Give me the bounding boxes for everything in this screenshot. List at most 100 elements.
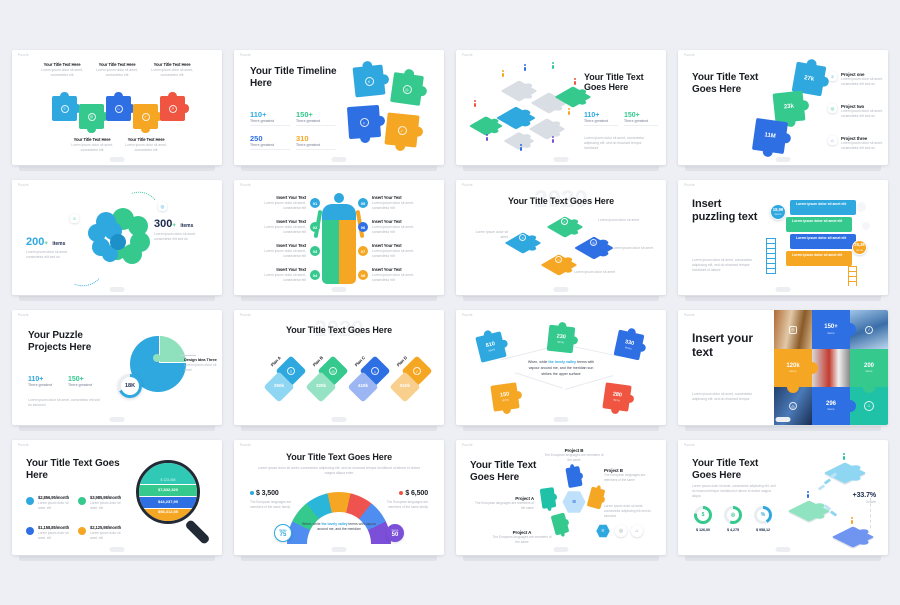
frame-label: Puzzle bbox=[462, 183, 473, 187]
body-silhouette bbox=[334, 193, 344, 203]
slide-thumbnail-15[interactable]: Puzzle Your Title Text Goes Here ≡ Proje… bbox=[456, 440, 666, 561]
gauge-badge: items 50 bbox=[386, 524, 404, 542]
label: Lorem ipsum dolor sit amet bbox=[612, 246, 653, 250]
photo-tile bbox=[812, 349, 850, 387]
gauge-badge: items 75 bbox=[274, 524, 292, 542]
slide-title: Your Title Text Goes Here bbox=[584, 72, 644, 93]
project-label: Project B The European languages are mem… bbox=[544, 448, 604, 462]
donut-chart: % bbox=[754, 506, 772, 524]
stat: 150+ There greatest bbox=[296, 110, 336, 126]
stat: 150+ There greatest bbox=[624, 112, 658, 126]
person-figure bbox=[574, 78, 576, 85]
donut-chart: $ bbox=[694, 506, 712, 524]
frame-label: Puzzle bbox=[462, 313, 473, 317]
slide-thumbnail-8[interactable]: Puzzle Insert puzzling text Lorem ipsum … bbox=[678, 180, 888, 301]
slide-nav-pill bbox=[331, 287, 347, 292]
growth-stat: +33.7% Growth bbox=[852, 492, 876, 505]
slide-title: Your Title Text Goes Here bbox=[470, 460, 537, 483]
slide-thumbnail-4[interactable]: Puzzle Your Title Text Goes Here 27k 23k… bbox=[678, 50, 888, 171]
callout-line bbox=[180, 355, 196, 356]
ladder-illustration bbox=[848, 266, 857, 286]
slide-thumbnail-16[interactable]: Puzzle Your Title Text Goes Here Lorem i… bbox=[678, 440, 888, 561]
puzzle-piece-icon: ✓ bbox=[384, 112, 420, 148]
frame-label: Puzzle bbox=[240, 53, 251, 57]
slide-thumbnail-9[interactable]: Puzzle Your Puzzle Projects Here 110+ Th… bbox=[12, 310, 222, 431]
stat: 150+ There greatest bbox=[68, 376, 93, 387]
slide-title: Your Title Text Goes Here bbox=[26, 458, 120, 481]
stat-block: $ 3,500 The European languages are membe… bbox=[250, 490, 292, 509]
bullet-icon bbox=[26, 497, 34, 505]
label: Lorem ipsum dolor sit amet bbox=[598, 218, 639, 222]
slide-thumbnail-7[interactable]: Puzzle 2020 Your Title Text Goes Here ✓ … bbox=[456, 180, 666, 301]
text-block: Your Title Text Here Lorem ipsum dolor s… bbox=[96, 62, 138, 77]
step-dash bbox=[829, 510, 838, 517]
slide-nav-pill bbox=[109, 287, 125, 292]
user-icon: ◎ bbox=[615, 525, 627, 537]
puzzle-platform bbox=[831, 526, 875, 548]
paragraph: When, while the lovely valley teems with… bbox=[302, 522, 376, 532]
ghost-year: 2020 bbox=[534, 186, 588, 213]
slide-thumbnail-14[interactable]: Puzzle Your Title Text Goes Here Lorem i… bbox=[234, 440, 444, 561]
icon-tile: ⌂ bbox=[850, 387, 888, 425]
paragraph: Lorem ipsum dolor sit amet, consectetur … bbox=[584, 136, 645, 151]
slide-nav-pill bbox=[109, 157, 125, 162]
stat: 110+ There greatest bbox=[250, 110, 290, 126]
list-item: Insert Your Text Lorem ipsum dolor sit am… bbox=[372, 267, 414, 282]
frame-label: Puzzle bbox=[240, 443, 251, 447]
text-block: Your Title Text Here Lorem ipsum dolor s… bbox=[151, 62, 193, 77]
brain-illustration bbox=[88, 208, 150, 264]
step-number-badge: 08 bbox=[358, 270, 368, 280]
slide-title: Your Title Text Goes Here bbox=[507, 196, 615, 206]
money-item: $2,125,98/month Lorem ipsum dolor sit am… bbox=[78, 525, 126, 540]
slide-thumbnail-10[interactable]: Puzzle 2020 Your Title Text Goes Here Pl… bbox=[234, 310, 444, 431]
list-item: Insert Your Text Lorem ipsum dolor sit am… bbox=[264, 243, 306, 258]
puzzle-piece-icon: 280 items bbox=[602, 382, 632, 412]
slide-thumbnail-13[interactable]: Puzzle Your Title Text Goes Here $2,856,… bbox=[12, 440, 222, 561]
money-item: $2,856,95/month Lorem ipsum dolor sit am… bbox=[26, 495, 74, 510]
step-number-badge: 03 bbox=[310, 246, 320, 256]
puzzle-platform bbox=[787, 500, 831, 522]
slide-nav-pill bbox=[775, 287, 791, 292]
stat-block: 300+ items Lorem ipsum dolor sit amet, c… bbox=[154, 218, 196, 242]
frame-label: Puzzle bbox=[18, 183, 29, 187]
person-figure bbox=[552, 136, 554, 143]
paragraph: Lorem ipsum dolor sit amet, consectetur … bbox=[692, 392, 753, 402]
text-block: Your Title Text Here Lorem ipsum dolor s… bbox=[71, 137, 113, 152]
slide-thumbnail-2[interactable]: Puzzle Your Title Timeline Here 110+ The… bbox=[234, 50, 444, 171]
banner: Lorem ipsum dolor sit amet elit bbox=[790, 234, 856, 249]
slide-thumbnail-3[interactable]: Puzzle Your Title Text Goes Here 110+ Th… bbox=[456, 50, 666, 171]
project-label: Project B The European languages are mem… bbox=[604, 468, 646, 482]
banner: Lorem ipsum dolor sit amet elit bbox=[786, 217, 852, 232]
progress-ring: 18K bbox=[118, 374, 142, 398]
callout: Design Idea Three Lorem ipsum dolor sit … bbox=[184, 357, 217, 372]
stat: 310 There greatest bbox=[296, 134, 336, 150]
paragraph: Lorem ipsum dolor sit amet, consectetur … bbox=[28, 398, 100, 408]
document-icon: ≡ bbox=[828, 72, 837, 81]
slide-thumbnail-12[interactable]: Puzzle Insert your text Lorem ipsum dolo… bbox=[678, 310, 888, 431]
project-label: Project A The European languages are mem… bbox=[474, 496, 534, 510]
slide-thumbnail-6[interactable]: Puzzle Insert Your Text Lorem ipsum dolor… bbox=[234, 180, 444, 301]
share-icon: ≡ bbox=[596, 524, 610, 538]
note: Lorem ipsum dolor sit amet, consectetur … bbox=[604, 504, 651, 518]
price-badge: 18,99 items bbox=[770, 204, 786, 220]
person-figure bbox=[502, 70, 504, 77]
list-item: Insert Your Text Lorem ipsum dolor sit am… bbox=[264, 267, 306, 282]
banner: Lorem ipsum dolor sit amet elit bbox=[790, 200, 856, 215]
person-figure bbox=[568, 108, 570, 115]
slide-thumbnail-11[interactable]: Puzzle 810 items 230 items 330 items 150 ite… bbox=[456, 310, 666, 431]
slide-thumbnail-1[interactable]: Puzzle Your Title Text Here Lorem ipsum … bbox=[12, 50, 222, 171]
frame-label: Puzzle bbox=[240, 313, 251, 317]
slide-thumbnail-5[interactable]: Puzzle ≡ ◎ 200+ items Lorem ipsum dolor … bbox=[12, 180, 222, 301]
slide-nav-pill bbox=[109, 547, 125, 552]
puzzle-piece-icon: 230 items bbox=[546, 324, 576, 354]
label: Lorem ipsum dolor sit amet bbox=[574, 270, 615, 274]
slide-nav-pill bbox=[775, 157, 791, 162]
frame-label: Puzzle bbox=[240, 183, 251, 187]
slide-title: Your Title Text Goes Here bbox=[692, 458, 759, 481]
slide-title: Insert puzzling text bbox=[692, 198, 758, 223]
dashed-line bbox=[870, 498, 871, 528]
list-item: Insert Your Text Lorem ipsum dolor sit am… bbox=[372, 195, 414, 210]
project-label: Project A The European languages are mem… bbox=[492, 530, 552, 544]
list-item: Insert Your Text Lorem ipsum dolor sit am… bbox=[264, 219, 306, 234]
donut-value: $ 958,12 bbox=[756, 528, 770, 532]
